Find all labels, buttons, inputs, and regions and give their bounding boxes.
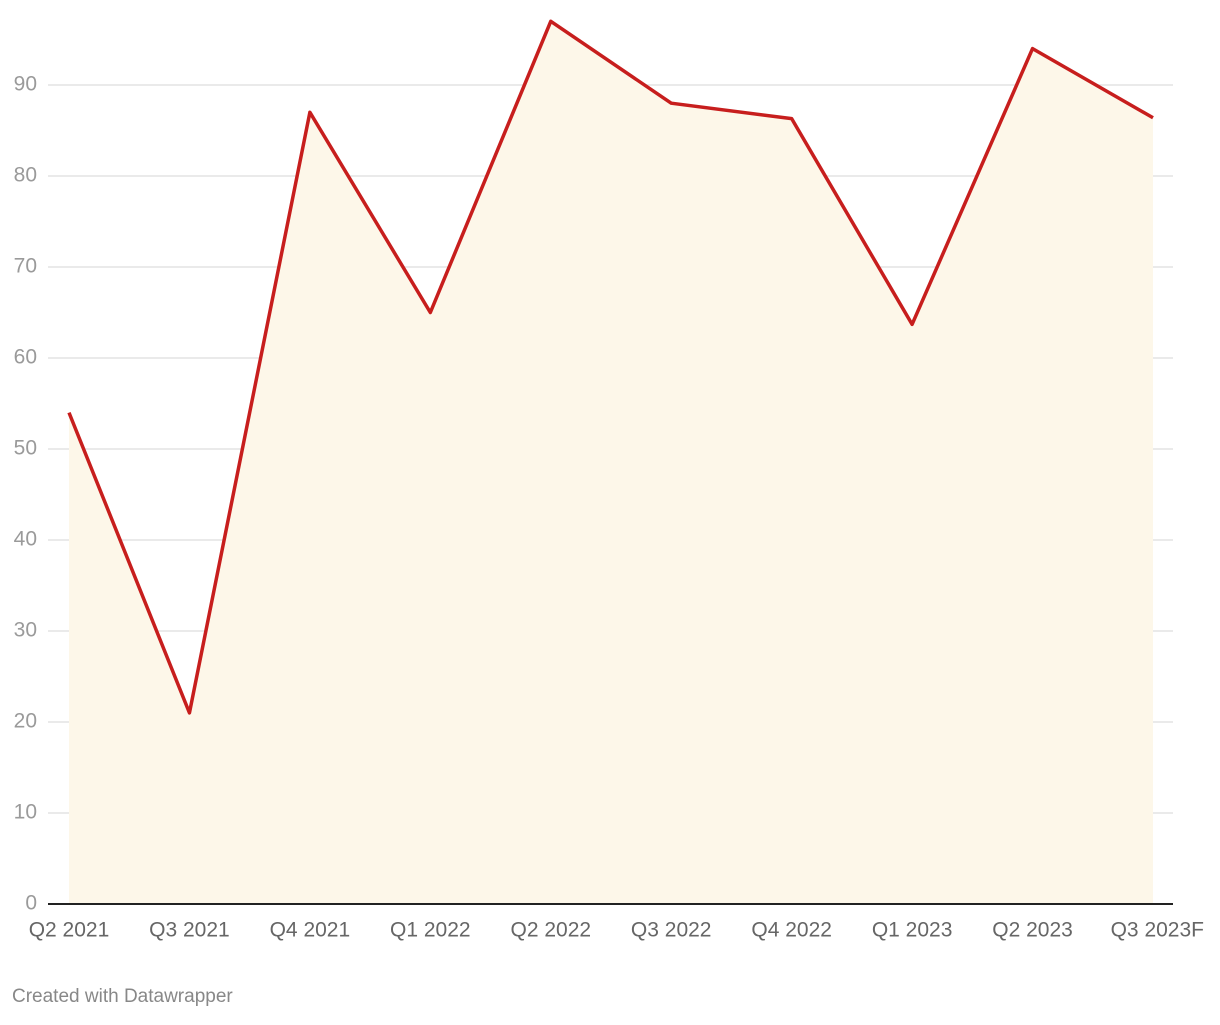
x-tick-label: Q2 2021	[29, 919, 110, 942]
x-tick-label: Q4 2021	[270, 919, 351, 942]
y-tick-label: 10	[14, 801, 37, 824]
y-tick-label: 70	[14, 255, 37, 278]
x-tick-label: Q3 2022	[631, 919, 712, 942]
y-tick-label: 20	[14, 710, 37, 733]
y-tick-label: 30	[14, 619, 37, 642]
y-tick-label: 50	[14, 437, 37, 460]
x-tick-label: Q3 2023F	[1111, 919, 1204, 942]
area	[69, 21, 1153, 905]
line	[67, 19, 1154, 715]
footer: Created with Datawrapper	[12, 986, 233, 1007]
y-tick-label: 90	[14, 73, 37, 96]
x-tick-label: Q1 2022	[390, 919, 471, 942]
x-tick-label: Q2 2023	[992, 919, 1073, 942]
y-tick-label: 40	[14, 528, 37, 551]
y-tick-label: 0	[25, 892, 37, 915]
y-tick-label: 60	[14, 346, 37, 369]
x-tick-label: Q4 2022	[751, 919, 832, 942]
y-tick-label: 80	[14, 164, 37, 187]
x-tick-label: Q2 2022	[510, 919, 591, 942]
x-tick-label: Q1 2023	[872, 919, 953, 942]
x-tick-label: Q3 2021	[149, 919, 230, 942]
